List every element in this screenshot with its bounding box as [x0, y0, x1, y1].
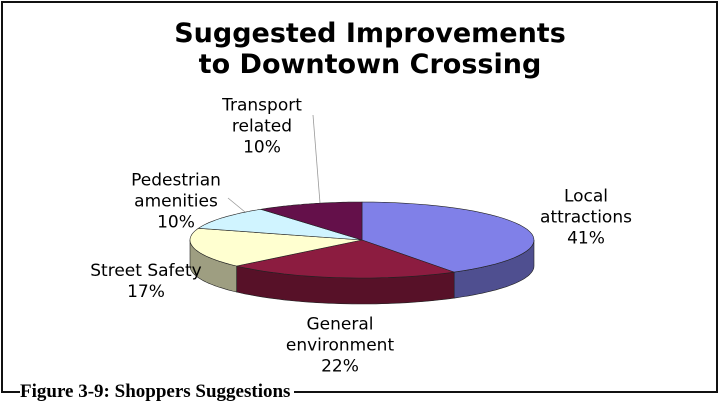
category-label: Street Safety: [90, 261, 202, 281]
value-label: 10%: [243, 137, 281, 158]
slice-label: Local attractions 41%: [531, 187, 641, 250]
slices: [189, 201, 535, 305]
slice-label: General environment 22%: [280, 315, 400, 378]
value-label: 41%: [567, 228, 605, 249]
pie-slice: [260, 201, 363, 241]
slice-label: Pedestrian amenities 10%: [111, 171, 241, 234]
figure-caption: Figure 3-9: Shoppers Suggestions: [20, 381, 295, 403]
pie-slice: [236, 239, 455, 279]
slice-label: Street Safety 17%: [66, 261, 226, 303]
pie-slice: [197, 208, 363, 241]
pie-slice: [189, 227, 363, 267]
chart-title: Suggested Improvements to Downtown Cross…: [174, 18, 566, 80]
category-label: Transport related: [222, 95, 302, 137]
leader-line: [312, 114, 321, 204]
category-label: Pedestrian amenities: [131, 170, 221, 212]
value-label: 10%: [157, 212, 195, 233]
value-label: 17%: [127, 282, 165, 302]
value-label: 22%: [321, 356, 359, 377]
leader-line: [227, 197, 246, 213]
slice-label: Transport related 10%: [207, 96, 317, 159]
category-label: General environment: [285, 314, 395, 356]
frame: [1, 1, 718, 393]
category-label: Local attractions: [540, 186, 632, 228]
pie-slice: [361, 201, 535, 273]
